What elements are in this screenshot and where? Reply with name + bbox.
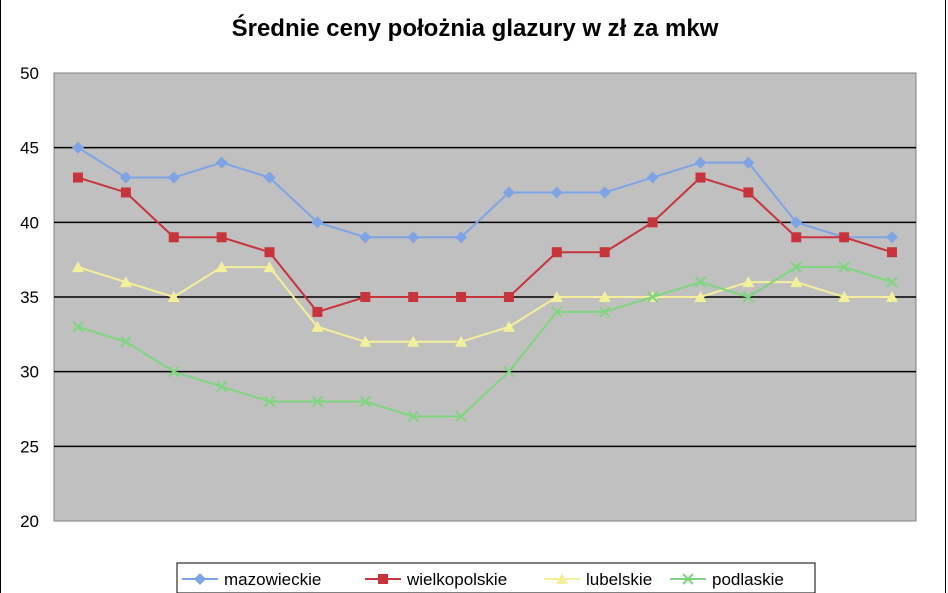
data-point-mazowieckie [455,231,468,244]
data-point-lubelskie [598,291,611,302]
data-point-lubelskie [72,261,84,273]
data-point-wielkopolskie [791,232,802,243]
data-point-lubelskie [455,335,468,347]
data-point-lubelskie [311,320,324,332]
data-point-mazowieckie [790,216,803,229]
data-point-wielkopolskie [73,172,83,183]
series-podlaskie [72,261,898,423]
data-point-podlaskie [120,336,132,348]
data-point-wielkopolskie [456,292,467,302]
data-point-lubelskie [167,291,180,302]
series-line-wielkopolskie [77,176,893,314]
data-point-mazowieckie [359,231,372,244]
data-point-podlaskie [455,410,467,423]
legend-marker-lubelskie [556,573,568,584]
data-point-podlaskie [742,291,755,303]
data-point-podlaskie [215,380,228,393]
series-layer [72,141,898,423]
data-point-wielkopolskie [264,247,275,258]
data-point-wielkopolskie [743,187,754,198]
data-point-mazowieckie [119,171,132,184]
data-point-mazowieckie [646,171,659,184]
legend-label-podlaskie: podlaskie [712,570,784,589]
y-tick-label: 20 [20,512,39,531]
data-point-mazowieckie [167,171,180,184]
data-point-mazowieckie [502,186,515,199]
data-point-lubelskie [407,335,420,347]
data-point-mazowieckie [694,156,707,169]
data-point-podlaskie [359,395,372,408]
data-point-podlaskie [503,365,515,378]
data-point-mazowieckie [886,231,898,244]
data-point-podlaskie [551,306,563,318]
y-tick-label: 50 [20,64,39,83]
data-point-mazowieckie [311,216,324,229]
y-tick-label: 45 [20,139,39,158]
data-point-wielkopolskie [408,292,419,302]
legend-label-lubelskie: lubelskie [586,570,652,589]
data-point-podlaskie [311,395,324,408]
series-wielkopolskie [73,172,897,317]
data-point-lubelskie [119,276,132,288]
data-point-wielkopolskie [887,247,897,258]
data-point-wielkopolskie [360,292,371,302]
legend-label-mazowieckie: mazowieckie [224,570,321,589]
data-point-podlaskie [838,261,850,273]
data-point-wielkopolskie [312,306,323,317]
data-point-lubelskie [742,276,755,288]
data-point-wielkopolskie [503,292,514,302]
data-point-lubelskie [550,291,563,302]
legend: mazowieckie wielkopolskie lubelskie podl… [176,562,816,593]
data-point-podlaskie [598,306,611,318]
data-point-podlaskie [407,410,419,423]
legend-marker-podlaskie [682,573,694,585]
data-point-mazowieckie [263,171,276,184]
data-point-podlaskie [646,291,659,303]
data-point-lubelskie [359,335,372,347]
y-tick-label: 25 [20,437,39,456]
legend-marker-wielkopolskie [378,574,388,584]
legend-label-wielkopolskie: wielkopolskie [406,570,507,589]
data-point-podlaskie [790,261,802,273]
data-point-podlaskie [886,276,898,288]
chart-title: Średnie ceny położnia glazury w zł za mk… [232,14,719,42]
data-point-mazowieckie [215,156,228,169]
data-point-wielkopolskie [599,247,610,258]
data-point-wielkopolskie [168,232,179,243]
data-point-wielkopolskie [839,232,850,243]
data-point-lubelskie [838,291,851,302]
data-point-wielkopolskie [647,217,658,228]
series-line-mazowieckie [77,146,892,239]
data-point-wielkopolskie [120,187,131,198]
y-axis-ticks: 50 45 40 35 30 25 20 [20,64,39,531]
data-point-lubelskie [215,261,228,273]
data-point-podlaskie [694,276,707,288]
data-point-podlaskie [72,321,84,333]
legend-marker-mazowieckie [194,573,206,585]
y-tick-label: 30 [20,363,39,382]
data-point-mazowieckie [72,141,84,154]
data-point-lubelskie [502,320,515,332]
legend-box [176,562,816,593]
data-point-podlaskie [263,395,276,408]
data-point-wielkopolskie [551,247,562,258]
data-point-lubelskie [886,291,898,302]
data-point-lubelskie [694,291,707,302]
y-tick-label: 35 [20,288,39,307]
data-point-wielkopolskie [216,232,227,243]
data-point-mazowieckie [742,156,755,169]
data-point-wielkopolskie [695,172,706,183]
y-tick-label: 40 [20,213,39,232]
data-point-mazowieckie [550,186,563,199]
series-line-podlaskie [77,266,893,418]
series-line-lubelskie [77,266,892,343]
data-point-podlaskie [168,365,180,378]
data-point-mazowieckie [598,186,611,199]
grid-lines [54,146,916,448]
data-point-lubelskie [790,276,803,288]
data-point-lubelskie [263,261,276,273]
data-point-mazowieckie [407,231,420,244]
